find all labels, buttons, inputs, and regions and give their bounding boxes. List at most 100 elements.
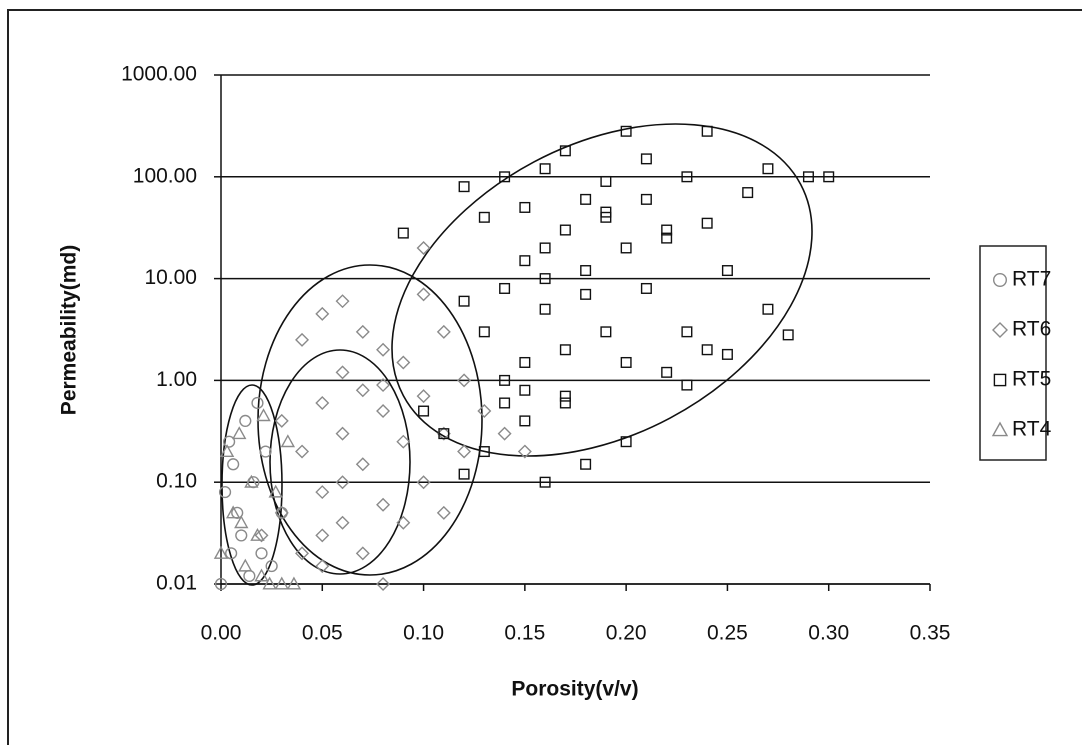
point: [262, 576, 277, 590]
point: [436, 505, 451, 520]
ellipse-rt5: [391, 123, 813, 457]
point: [580, 265, 592, 277]
point: [539, 273, 551, 285]
point: [268, 484, 283, 498]
point: [458, 295, 470, 307]
point: [802, 171, 814, 183]
y-tick-label: 1000.00: [121, 63, 197, 86]
point: [234, 515, 249, 529]
x-tick-label: 0.35: [910, 622, 951, 645]
point: [265, 559, 278, 573]
point: [499, 397, 511, 409]
point: [701, 217, 713, 229]
point: [620, 356, 632, 368]
point: [418, 405, 430, 417]
point: [519, 201, 531, 213]
legend-label: RT6: [1012, 318, 1051, 341]
y-tick-label: 10.00: [144, 266, 197, 289]
point: [259, 445, 272, 458]
point: [478, 211, 490, 223]
point: [396, 515, 411, 530]
legend-box: [979, 245, 1047, 461]
point: [458, 181, 470, 193]
y-tick-label: 0.10: [156, 470, 197, 493]
legend-marker: [993, 273, 1008, 288]
point: [214, 577, 228, 591]
x-tick-label: 0.20: [606, 622, 647, 645]
point: [519, 255, 531, 267]
point: [416, 475, 431, 490]
y-tick-label: 1.00: [156, 368, 197, 391]
point: [517, 444, 532, 459]
point: [416, 389, 431, 404]
point: [315, 485, 330, 500]
legend-label: RT7: [1012, 268, 1051, 291]
point: [227, 458, 240, 471]
x-tick-label: 0.05: [302, 622, 343, 645]
point: [762, 303, 774, 315]
point: [218, 485, 232, 499]
point: [376, 378, 391, 393]
point: [355, 324, 370, 339]
point: [539, 163, 551, 175]
point: [396, 355, 411, 370]
point: [335, 294, 350, 309]
point: [274, 413, 289, 428]
point: [335, 365, 350, 380]
point: [335, 426, 350, 441]
point: [640, 153, 652, 165]
point: [255, 547, 268, 560]
point: [600, 326, 612, 338]
point: [223, 435, 236, 448]
point: [213, 545, 229, 559]
point: [239, 414, 252, 428]
point: [256, 408, 271, 422]
point: [355, 383, 370, 398]
point: [457, 444, 472, 459]
point: [457, 373, 472, 388]
point: [620, 242, 632, 254]
x-tick-label: 0.10: [403, 622, 444, 645]
point: [721, 348, 733, 360]
point: [477, 404, 492, 419]
ellipse-rt7: [221, 384, 283, 586]
point: [620, 125, 632, 137]
point: [539, 303, 551, 315]
point: [274, 576, 289, 590]
point: [559, 224, 571, 236]
y-tick-label: 100.00: [133, 164, 197, 187]
x-tick-label: 0.25: [707, 622, 748, 645]
y-tick-label: 0.01: [156, 572, 197, 595]
point: [436, 324, 451, 339]
point: [235, 529, 248, 542]
legend-label: RT5: [1012, 368, 1051, 391]
x-tick-label: 0.30: [808, 622, 849, 645]
point: [823, 171, 835, 183]
point: [295, 444, 310, 459]
legend-marker: [993, 373, 1007, 387]
point: [499, 374, 511, 386]
legend-marker: [991, 421, 1009, 437]
point: [721, 265, 733, 277]
point: [355, 457, 370, 472]
point: [497, 426, 512, 441]
point: [661, 232, 673, 244]
point: [295, 332, 310, 347]
frame: [7, 9, 1082, 745]
legend-label: RT4: [1012, 418, 1052, 441]
point: [499, 282, 511, 294]
point: [315, 395, 330, 410]
point: [539, 476, 551, 488]
point: [519, 356, 531, 368]
point: [782, 329, 794, 341]
point: [238, 558, 253, 572]
point: [416, 240, 431, 255]
x-tick-label: 0.00: [201, 622, 242, 645]
point: [335, 515, 350, 530]
point: [600, 175, 612, 187]
point: [254, 568, 269, 582]
point: [355, 546, 370, 561]
legend-marker: [992, 322, 1008, 338]
point: [232, 426, 247, 440]
